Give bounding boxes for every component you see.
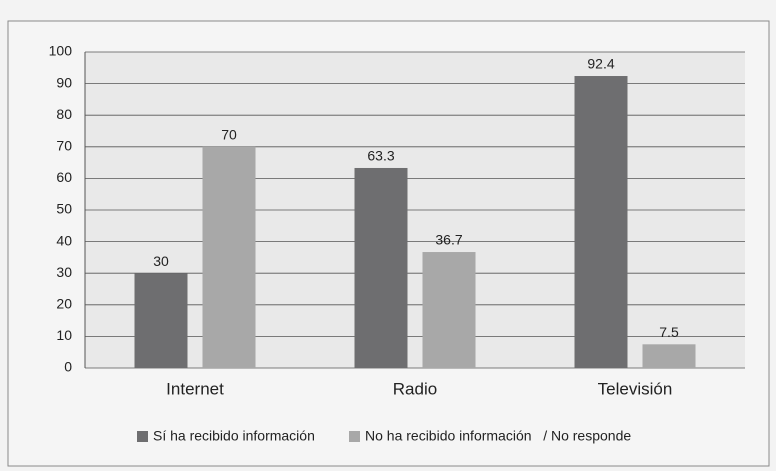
y-tick-label: 30 xyxy=(56,264,72,280)
x-tick-label: Radio xyxy=(393,379,437,398)
y-tick-label: 20 xyxy=(56,296,72,312)
bar xyxy=(422,252,476,368)
legend-swatch xyxy=(137,431,148,442)
legend-swatch xyxy=(349,431,360,442)
y-tick-label: 60 xyxy=(56,169,72,185)
y-tick-label: 50 xyxy=(56,201,72,217)
y-tick-label: 0 xyxy=(64,359,72,375)
bar xyxy=(202,146,256,368)
legend-label: No ha recibido información / No responde xyxy=(365,428,631,444)
y-tick-label: 40 xyxy=(56,232,72,248)
data-label: 92.4 xyxy=(587,56,614,72)
bar xyxy=(354,167,408,368)
data-label: 63.3 xyxy=(367,148,394,164)
data-label: 30 xyxy=(153,253,169,269)
x-tick-label: Internet xyxy=(166,379,224,398)
y-tick-label: 100 xyxy=(49,43,73,59)
data-label: 36.7 xyxy=(435,232,462,248)
y-tick-label: 70 xyxy=(56,138,72,154)
y-tick-label: 80 xyxy=(56,106,72,122)
y-tick-label: 10 xyxy=(56,327,72,343)
legend-label: Sí ha recibido información xyxy=(153,428,315,444)
bar xyxy=(642,344,696,368)
data-label: 70 xyxy=(221,127,237,143)
data-label: 7.5 xyxy=(659,324,679,340)
bar xyxy=(574,76,628,369)
y-tick-label: 90 xyxy=(56,74,72,90)
x-tick-label: Televisión xyxy=(598,379,673,398)
bar xyxy=(134,273,188,368)
